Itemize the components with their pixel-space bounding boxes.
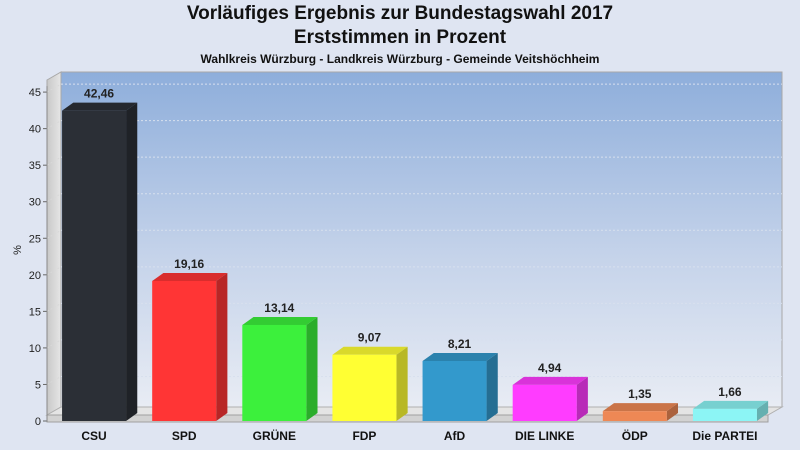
bar-side: [666, 403, 679, 421]
y-axis-label: %: [12, 245, 24, 255]
y-tick-label: 15: [29, 306, 41, 318]
y-tick-label: 10: [29, 343, 41, 355]
bar-front: [692, 408, 757, 421]
x-tick-label: Die PARTEI: [692, 429, 757, 443]
bar-side: [306, 316, 318, 421]
chart-title-line2: Erststimmen in Prozent: [293, 27, 507, 48]
bars: 42,46 19,16 13,14 9,07 8,21 4,94 1,35 1,66: [62, 87, 769, 421]
x-tick-label: AfD: [444, 429, 466, 443]
grid-line-side: [46, 83, 62, 93]
bar-die-partei: [692, 400, 769, 421]
grid-line-side: [46, 266, 62, 276]
y-tick-label: 30: [29, 197, 41, 209]
bar-front: [62, 110, 127, 421]
grid-line-side: [46, 302, 62, 312]
chart-subtitle: Wahlkreis Würzburg - Landkreis Würzburg …: [200, 52, 600, 66]
y-tick-label: 35: [29, 160, 41, 172]
value-label: 9,07: [358, 331, 382, 345]
grid-line-side: [46, 376, 62, 385]
value-label: 8,21: [448, 337, 472, 351]
bar-top: [692, 400, 769, 409]
y-axis: 0 5 10 15 20 25 30 35 40 45: [29, 86, 48, 428]
bar-side: [216, 272, 228, 421]
bar-top: [152, 272, 228, 281]
value-label: 1,35: [628, 387, 652, 401]
bar-ödp: [602, 403, 679, 421]
bar-grüne: [242, 316, 318, 421]
bar-top: [602, 403, 679, 412]
bar-side: [396, 346, 408, 421]
bar-side: [756, 400, 769, 421]
y-tick-label: 40: [29, 124, 41, 136]
x-tick-label: SPD: [172, 429, 197, 443]
bar-side: [486, 352, 498, 421]
plot-side-wall: [46, 71, 62, 416]
value-label: 4,94: [538, 361, 562, 375]
value-label: 19,16: [174, 257, 204, 271]
bar-spd: [152, 272, 228, 421]
bar-top: [422, 352, 498, 361]
bar-front: [422, 360, 487, 421]
y-tick-label: 5: [35, 379, 41, 391]
bar-front: [602, 411, 667, 421]
x-tick-label: ÖDP: [622, 428, 648, 443]
bar-top: [62, 102, 138, 111]
chart-header: Vorläufiges Ergebnis zur Bundestagswahl …: [0, 2, 800, 67]
grid-line-side: [46, 193, 62, 203]
bar-top: [512, 376, 588, 385]
bar-front: [242, 324, 307, 421]
bar-front: [512, 384, 577, 421]
bar-top: [242, 316, 318, 325]
bar-front: [152, 280, 217, 421]
chart-title: Vorläufiges Ergebnis zur Bundestagswahl …: [186, 3, 614, 24]
grid-line-side: [46, 120, 62, 130]
x-tick-label: CSU: [81, 429, 106, 443]
bar-die-linke: [512, 376, 588, 421]
bar-side: [126, 102, 138, 421]
bar-fdp: [332, 346, 408, 421]
value-label: 42,46: [84, 87, 114, 101]
x-tick-label: GRÜNE: [253, 428, 296, 443]
y-tick-label: 45: [29, 87, 41, 99]
bar-csu: [62, 102, 138, 421]
bar-afd: [422, 352, 498, 421]
bar-side: [576, 376, 588, 421]
bar-front: [332, 354, 397, 421]
grid-line-side: [46, 156, 62, 166]
value-label: 1,66: [718, 385, 742, 399]
y-tick-label: 0: [35, 416, 41, 428]
value-label: 13,14: [264, 301, 294, 315]
grid-line-side: [46, 229, 62, 239]
x-tick-label: DIE LINKE: [515, 429, 574, 443]
grid-line-side: [46, 339, 62, 349]
y-tick-label: 25: [29, 233, 41, 245]
x-tick-label: FDP: [352, 429, 376, 443]
x-axis: CSU SPD GRÜNE FDP AfD DIE LINKE ÖDP Die PARTEI: [81, 428, 757, 443]
bar-top: [332, 346, 408, 355]
y-tick-label: 20: [29, 270, 41, 282]
